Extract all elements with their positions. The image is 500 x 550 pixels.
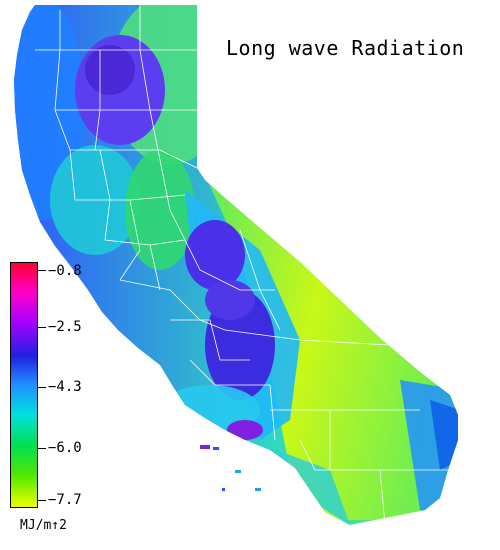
legend-tick: [38, 448, 46, 449]
legend-tick-label: −4.3: [48, 379, 82, 395]
map-title: Long wave Radiation: [226, 36, 465, 60]
legend-tick-label: −7.7: [48, 492, 82, 508]
county-borders: [35, 5, 458, 525]
legend-tick-label: −2.5: [48, 319, 82, 335]
legend-tick: [38, 270, 46, 271]
legend-tick-label: −6.0: [48, 440, 82, 456]
legend-unit: MJ/m↑2: [20, 518, 67, 533]
legend-tick: [38, 387, 46, 388]
legend-tick-label: −0.8: [48, 263, 82, 279]
legend-tick: [38, 327, 46, 328]
channel-islands: [200, 445, 261, 491]
legend-tick: [38, 500, 46, 501]
legend-color-bar: [10, 262, 38, 508]
